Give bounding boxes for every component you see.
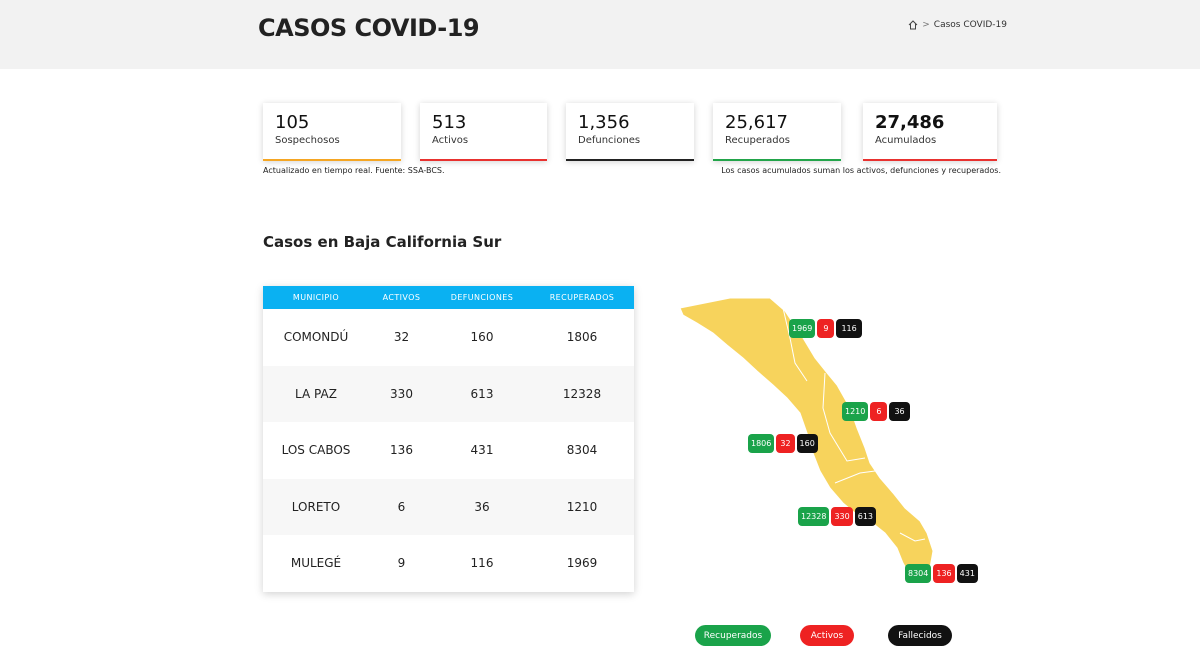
stat-bar bbox=[263, 159, 401, 161]
table-cell: 36 bbox=[474, 499, 490, 514]
table-cell: 330 bbox=[390, 386, 413, 401]
table-cell: 9 bbox=[397, 556, 406, 571]
table-body: COMONDÚ 32 160 1806 LA PAZ 330 613 12328… bbox=[263, 309, 634, 592]
column-header: ACTIVOS bbox=[382, 293, 421, 302]
page-title: CASOS COVID-19 bbox=[258, 14, 480, 42]
badge-activos: 6 bbox=[870, 402, 888, 421]
map-badge-group-la-paz: 12328 330 613 bbox=[798, 507, 877, 526]
section-title: Casos en Baja California Sur bbox=[263, 233, 502, 251]
table-cell: 6 bbox=[397, 499, 406, 514]
stat-value: 513 bbox=[432, 112, 467, 133]
badge-fallecidos: 116 bbox=[836, 319, 862, 338]
table-cell: 1806 bbox=[566, 330, 598, 345]
table-cell: LORETO bbox=[291, 499, 341, 514]
page-header: CASOS COVID-19 > Casos COVID-19 bbox=[0, 0, 1200, 69]
breadcrumb: > Casos COVID-19 bbox=[908, 20, 1007, 30]
badge-activos: 330 bbox=[831, 507, 853, 526]
stat-bar bbox=[420, 159, 547, 161]
breadcrumb-separator: > bbox=[922, 20, 930, 30]
municipio-border bbox=[834, 470, 876, 484]
stat-bar bbox=[566, 159, 694, 161]
municipio-border bbox=[782, 307, 808, 382]
municipio-border bbox=[822, 372, 866, 462]
stat-value: 27,486 bbox=[875, 112, 945, 133]
map-badge-group-loreto: 1210 6 36 bbox=[842, 402, 910, 421]
table-header: MUNICIPIO ACTIVOS DEFUNCIONES RECUPERADO… bbox=[263, 286, 634, 309]
table-cell: 431 bbox=[470, 443, 494, 458]
stat-bar bbox=[713, 159, 841, 161]
stat-card-recuperados: 25,617 Recuperados bbox=[713, 103, 841, 161]
table-cell: 8304 bbox=[566, 443, 598, 458]
table-cell: 160 bbox=[470, 330, 494, 345]
badge-recuperados: 1969 bbox=[789, 319, 816, 338]
accumulated-note: Los casos acumulados suman los activos, … bbox=[721, 166, 1001, 175]
stat-label: Acumulados bbox=[875, 135, 937, 146]
stat-label: Sospechosos bbox=[275, 135, 340, 146]
stat-card-defunciones: 1,356 Defunciones bbox=[566, 103, 694, 161]
table-cell: 1969 bbox=[566, 556, 598, 571]
cases-table: MUNICIPIO ACTIVOS DEFUNCIONES RECUPERADO… bbox=[263, 286, 634, 592]
table-cell: COMONDÚ bbox=[283, 330, 349, 345]
stat-value: 25,617 bbox=[725, 112, 788, 133]
column-header: MUNICIPIO bbox=[292, 293, 340, 302]
map-badge-group-los-cabos: 8304 136 431 bbox=[905, 564, 978, 583]
badge-activos: 32 bbox=[776, 434, 795, 453]
table-cell: 32 bbox=[393, 330, 410, 345]
home-icon[interactable] bbox=[908, 20, 918, 30]
table-cell: 136 bbox=[390, 443, 413, 458]
stat-card-activos: 513 Activos bbox=[420, 103, 547, 161]
table-row: MULEGÉ 9 116 1969 bbox=[263, 535, 634, 592]
breadcrumb-current: Casos COVID-19 bbox=[933, 20, 1007, 30]
legend-activos: Activos bbox=[800, 625, 854, 646]
map-badge-group-comondu: 1806 32 160 bbox=[748, 434, 818, 453]
badge-recuperados: 1806 bbox=[748, 434, 775, 453]
table-row: LA PAZ 330 613 12328 bbox=[263, 365, 634, 422]
table-cell: MULEGÉ bbox=[290, 556, 342, 571]
table-cell: 12328 bbox=[562, 386, 602, 401]
badge-fallecidos: 36 bbox=[889, 402, 910, 421]
column-header: DEFUNCIONES bbox=[450, 293, 514, 302]
badge-fallecidos: 613 bbox=[854, 507, 877, 526]
badge-recuperados: 12328 bbox=[798, 507, 830, 526]
table-cell: LOS CABOS bbox=[281, 443, 351, 458]
municipio-border bbox=[899, 532, 926, 542]
badge-activos: 9 bbox=[817, 319, 835, 338]
column-header: RECUPERADOS bbox=[549, 293, 615, 302]
stat-label: Defunciones bbox=[578, 135, 641, 146]
source-note: Actualizado en tiempo real. Fuente: SSA-… bbox=[263, 166, 445, 175]
stat-label: Activos bbox=[432, 135, 469, 146]
table-row: LORETO 6 36 1210 bbox=[263, 478, 634, 535]
table-cell: 613 bbox=[470, 386, 494, 401]
legend-recuperados: Recuperados bbox=[695, 625, 771, 646]
table-cell: LA PAZ bbox=[295, 386, 337, 401]
stat-label: Recuperados bbox=[725, 135, 790, 146]
badge-activos: 136 bbox=[933, 564, 955, 583]
map-badge-group-mulege: 1969 9 116 bbox=[789, 319, 862, 338]
table-cell: 1210 bbox=[566, 499, 598, 514]
stat-card-sospechosos: 105 Sospechosos bbox=[263, 103, 401, 161]
badge-recuperados: 1210 bbox=[842, 402, 869, 421]
stat-value: 105 bbox=[275, 112, 310, 133]
table-row: LOS CABOS 136 431 8304 bbox=[263, 422, 634, 479]
legend-fallecidos: Fallecidos bbox=[888, 625, 952, 646]
stat-bar bbox=[863, 159, 997, 161]
badge-fallecidos: 431 bbox=[956, 564, 978, 583]
baja-california-sur-map bbox=[679, 297, 934, 579]
table-cell: 116 bbox=[470, 556, 494, 571]
table-row: COMONDÚ 32 160 1806 bbox=[263, 309, 634, 366]
badge-recuperados: 8304 bbox=[905, 564, 932, 583]
stat-card-acumulados: 27,486 Acumulados bbox=[863, 103, 997, 161]
stat-value: 1,356 bbox=[578, 112, 630, 133]
badge-fallecidos: 160 bbox=[796, 434, 818, 453]
